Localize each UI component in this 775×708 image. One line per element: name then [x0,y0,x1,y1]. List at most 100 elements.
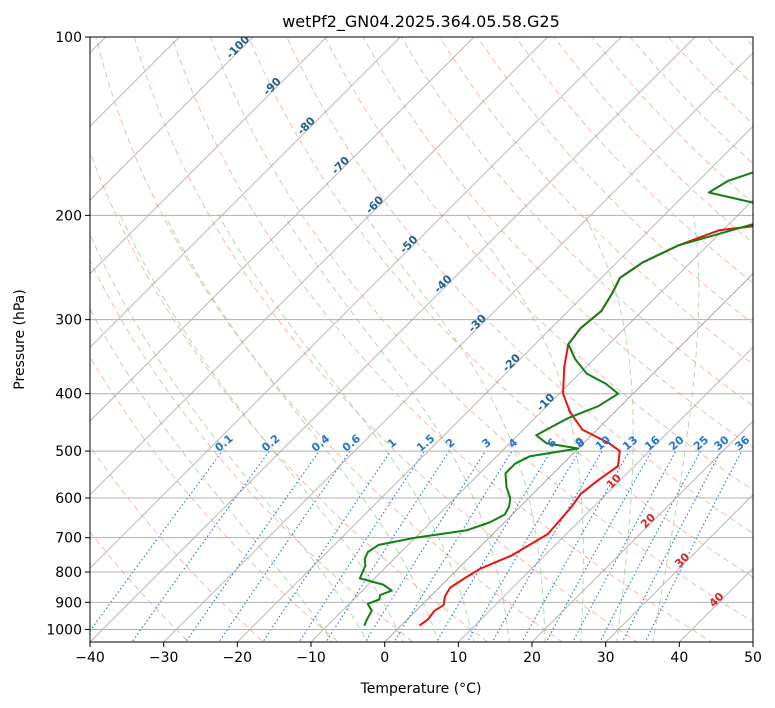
plot-frame [89,36,754,643]
isotherm-label: 40 [707,590,727,610]
x-axis-title: Temperature (°C) [360,681,482,697]
isotherm [0,10,59,654]
dry-adiabat [756,10,775,654]
mixing-ratio-label: 36 [732,433,752,453]
isotherm [604,493,753,642]
moist-adiabat [283,215,510,642]
dry-adiabat [400,37,753,407]
moist-adiabat [90,232,369,642]
x-tick-label: 20 [523,650,541,666]
mixing-ratio-line [435,450,552,642]
mixing-ratio-line [131,450,270,642]
x-tick-label: 0 [380,650,389,666]
y-tick-label: 400 [55,387,82,403]
mixing-ratio-label: 16 [642,433,662,453]
y-tick-label: 900 [55,595,82,611]
dry-adiabat [286,37,753,534]
isotherm-label: -40 [431,272,454,295]
isotherm [90,37,696,642]
isotherm [531,420,753,642]
y-tick-label: 700 [55,531,82,547]
isotherm-label: -60 [363,193,386,216]
dry-adiabat [171,37,713,642]
moist-adiabat [120,215,404,642]
mixing-ratio-line [644,450,743,642]
mixing-ratio-label: 2 [443,436,457,451]
y-tick-label: 200 [55,208,82,224]
dry-adiabat [324,37,753,491]
mixing-ratio-line [90,450,223,632]
mixing-ratio-label: 13 [620,433,640,453]
pressure-gridlines [90,37,753,630]
x-tick-label: −40 [75,650,105,666]
dry-adiabat [90,445,265,642]
y-tick-label: 800 [55,565,82,581]
isotherm [90,37,402,349]
dry-adiabat [95,37,564,642]
dry-adiabat [90,259,414,642]
dry-adiabat [667,37,753,125]
y-axis: 100 200 300 400 500 600 700 800 900 1000 [46,30,90,638]
x-tick-label: −10 [296,650,326,666]
isotherm [90,37,623,570]
isotherm [90,37,181,128]
mixing-ratio-line [262,450,392,642]
y-axis-title: Pressure (hPa) [12,289,28,389]
mixing-ratio-lines [90,450,743,642]
dry-adiabat [515,37,753,284]
mixing-ratio-label: 1 [385,436,399,451]
isotherm-label: -90 [261,75,284,98]
isotherm-label: -70 [329,154,352,177]
isotherm-label: -80 [295,114,318,137]
chart-title: wetPf2_GN04.2025.364.05.58.G25 [282,12,560,32]
mixing-ratio-label: 6 [545,436,559,451]
dry-adiabat [744,37,753,47]
dry-adiabat [705,37,753,86]
dry-adiabat [476,37,753,325]
moist-adiabat [218,215,475,642]
dry-adiabats [90,10,775,654]
dry-adiabat [362,37,753,449]
y-tick-label: 300 [55,313,82,329]
mixing-ratio-line [491,450,603,642]
mixing-ratio-label: 25 [691,433,711,453]
isotherm [90,37,549,496]
temperature-line [418,225,753,627]
x-tick-label: 50 [744,650,762,666]
isotherm [90,37,328,275]
y-tick-label: 600 [55,491,82,507]
isotherm-label: -50 [397,233,420,256]
isotherm [90,37,475,422]
isotherm [752,641,753,642]
x-tick-label: 10 [449,650,467,666]
moist-adiabat [583,215,634,642]
dry-adiabat [133,37,638,642]
dry-adiabat [591,37,753,204]
y-tick-label: 1000 [46,622,82,638]
mixing-ratio-label: 4 [506,436,520,451]
x-tick-label: −20 [223,650,253,666]
isotherm-label: 20 [638,511,658,531]
y-tick-label: 100 [55,30,82,46]
isotherm [310,199,753,642]
dry-adiabat [248,37,753,578]
moist-adiabats [90,215,700,642]
mixing-ratio-line [185,450,320,642]
mixing-ratio-label: 30 [712,433,732,453]
x-tick-label: 30 [597,650,615,666]
dry-adiabat [438,37,753,366]
sounding-series [358,171,753,627]
isotherm-label: -30 [466,312,489,335]
x-tick-label: −30 [149,650,179,666]
mixing-ratio-line [218,450,351,642]
mixing-ratio-line [393,450,513,642]
moist-adiabat [466,215,584,642]
moist-adiabat [90,308,333,642]
x-axis: −40 −30 −20 −10 0 10 20 30 40 50 [75,642,762,666]
plot-area: -100-90-80-70-60-50-40-30-20-10010203040… [0,10,775,654]
isotherm [90,37,254,201]
isotherms [0,10,753,654]
mixing-ratio-label: 3 [479,436,493,451]
